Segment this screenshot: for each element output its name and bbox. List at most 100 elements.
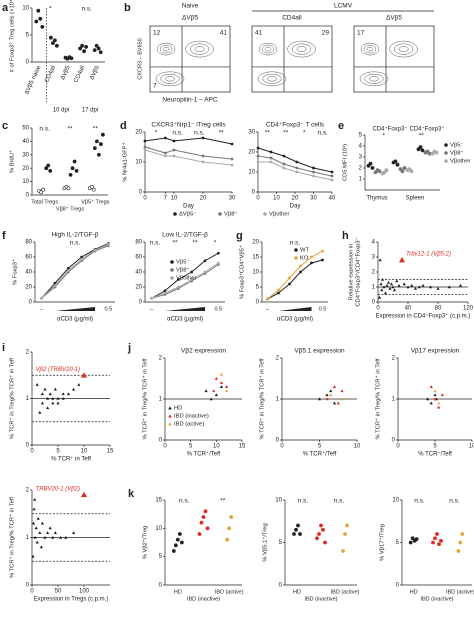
data-point (329, 393, 333, 397)
significance: n.s. (194, 130, 205, 137)
legend-marker (444, 159, 448, 163)
data-point (92, 48, 97, 53)
x-axis-label: % TCR⁺/Teff (418, 451, 452, 458)
legend-marker (168, 422, 172, 426)
line-marker (201, 160, 205, 164)
y-tick-label: 0 (279, 583, 283, 589)
x-axis-label: % TCR⁺ in Teff (51, 456, 91, 463)
y-tick-label: 5 (26, 33, 30, 39)
data-point (53, 531, 57, 535)
category-label: – (150, 306, 154, 312)
y-tick-label: 1 (359, 177, 363, 183)
flow-header: Naive (182, 3, 199, 10)
y-tick-label: 20 (135, 285, 142, 291)
data-point (91, 187, 96, 192)
panel-letter: i (2, 342, 5, 354)
y-tick-label: 10 (135, 160, 142, 166)
y-axis-label: # of Foxp3⁺ Treg cells (×10⁴) (9, 0, 16, 72)
data-point (61, 392, 65, 396)
data-point (325, 397, 329, 401)
x-tick-label: 15 (239, 444, 246, 450)
data-point (31, 521, 36, 525)
line-marker (143, 148, 147, 152)
y-axis-label: % Vβ5.1⁺/Treg (262, 523, 269, 561)
series-line (257, 147, 333, 173)
data-point (171, 549, 176, 553)
y-tick-label: 0 (159, 583, 163, 589)
data-point (175, 537, 180, 542)
contour (194, 46, 205, 53)
data-point (94, 43, 99, 48)
line-marker (143, 139, 147, 143)
data-point (66, 392, 70, 396)
quadrant-value: 41 (255, 30, 263, 37)
data-point (219, 385, 224, 388)
line-marker (201, 154, 205, 158)
flow-plot (149, 25, 231, 93)
data-point (368, 161, 373, 166)
line-marker (172, 139, 176, 143)
point-label: Trbv12-1 (Vβ5.2) (406, 252, 451, 258)
point-label: Vβ2 (TRBV20-1) (36, 367, 80, 373)
line-marker (330, 170, 334, 174)
data-point (201, 515, 206, 519)
x-tick-label: 20 (200, 196, 207, 202)
data-point (456, 549, 461, 553)
y-tick-label: 5 (359, 133, 363, 139)
data-point (69, 56, 74, 61)
line-marker (269, 160, 273, 164)
panel-letter: d (120, 120, 127, 132)
contour (366, 46, 374, 52)
y-tick-label: 0 (26, 443, 30, 449)
x-axis-label: Day (183, 204, 194, 210)
data-point (77, 382, 81, 386)
data-point (458, 540, 463, 545)
chart-title: CXCR3⁺Nrp1⁻ iTreg cells (151, 122, 226, 129)
flow-subheader: ΔVβ5 (386, 15, 402, 22)
data-point (199, 520, 204, 525)
data-point (72, 531, 76, 535)
legend-marker (263, 212, 267, 216)
legend-marker (173, 212, 177, 216)
x-tick-label: 40 (329, 196, 336, 202)
category-label: HD (174, 589, 182, 595)
data-point (434, 150, 439, 155)
contour (190, 43, 210, 55)
category-label: – (266, 306, 270, 312)
y-tick-label: 2 (359, 166, 363, 172)
legend-label: IBD (inactive) (174, 414, 209, 420)
y-tick-label: 2 (392, 356, 396, 362)
legend-label: Vβother (450, 159, 470, 165)
data-point (437, 542, 441, 547)
line-marker (53, 281, 57, 285)
data-point (296, 523, 300, 528)
data-point (325, 393, 329, 397)
legend-label: Vβ8⁺ (450, 150, 464, 157)
data-point (35, 382, 39, 386)
line-marker (256, 146, 260, 150)
contour (165, 76, 175, 82)
line-marker (230, 142, 234, 146)
y-tick-label: 2 (26, 488, 30, 494)
category-label: CD4all (44, 65, 57, 84)
x-axis-label: % TCR⁺/Teff (303, 451, 337, 458)
y-tick-label: 40 (25, 270, 32, 276)
y-tick-label: 30 (22, 152, 29, 158)
series-line (144, 146, 233, 160)
y-axis-label: % BrdU⁺ (9, 150, 16, 173)
data-point (51, 535, 55, 539)
line-marker (330, 178, 334, 182)
line-marker (266, 297, 269, 301)
legend-marker (168, 414, 172, 418)
line-marker (269, 156, 273, 160)
legend-label: HD (174, 406, 182, 412)
category-label: Vβ5⁺ Tregs (81, 198, 109, 205)
data-point (392, 288, 397, 292)
y-tick-label: 20 (252, 240, 259, 246)
data-point (72, 159, 77, 164)
data-point (61, 396, 65, 400)
x-tick-label: 5 (189, 444, 193, 450)
significance: n.s. (70, 240, 81, 247)
line-marker (312, 170, 315, 174)
